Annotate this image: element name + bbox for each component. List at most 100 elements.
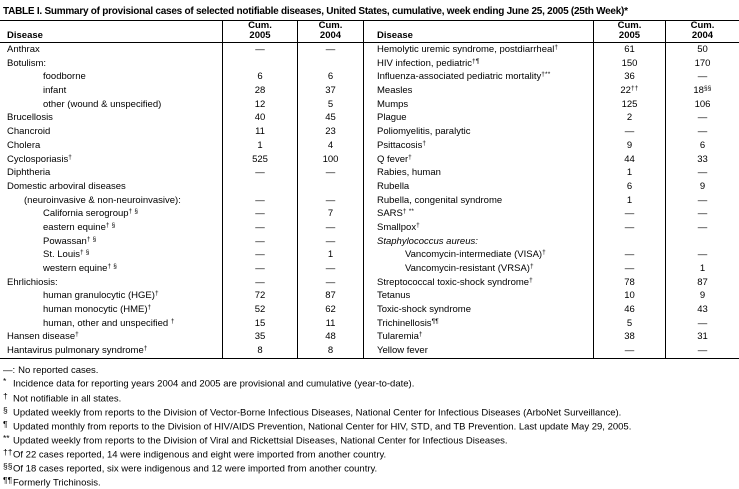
cum-2004-cell: 48 (297, 330, 363, 345)
value-label: — (697, 71, 708, 83)
table-row: Rabies, human 1 — (363, 166, 739, 180)
cum-2004-cell: 87 (665, 275, 739, 290)
table-row: Q fever† 44 33 (363, 152, 739, 167)
footnote-marker: ¶ (3, 418, 8, 429)
table-header-row: Disease Cum. 2005 Cum. 2004 Disease Cum.… (0, 21, 739, 43)
cum-2005-cell: 11 (222, 125, 297, 139)
table-row: Trichinellosis¶¶ 5 — (363, 316, 739, 331)
disease-cell: Poliomyelitis, paralytic (363, 125, 593, 139)
footnote-marker: † (529, 263, 534, 270)
disease-cell: California serogroup† § (0, 207, 222, 221)
value-label: 52 (254, 304, 266, 316)
disease-cell: foodborne (0, 70, 222, 84)
disease-cell: Hantavirus pulmonary syndrome† (0, 344, 222, 358)
value-label: — (325, 221, 336, 233)
disease-cell: Q fever† (363, 152, 593, 167)
value-label: — (697, 194, 708, 206)
disease-cell: Plague (363, 111, 593, 126)
value-label: 1 (626, 167, 633, 179)
table-row: Cyclosporiasis† 525 100 (0, 152, 363, 167)
footnote-marker: †¶ (472, 57, 480, 65)
cum-2004-cell: — (297, 193, 363, 208)
value-label: 2 (626, 112, 633, 124)
footnote-text: Formerly Trichinosis. (13, 477, 101, 489)
footnote-line: ¶ Updated monthly from reports to the Div… (3, 419, 739, 433)
disease-label: Trichinellosis¶¶ (377, 317, 439, 329)
disease-cell: Chancroid (0, 125, 222, 139)
year-label: 2004 (691, 30, 714, 41)
cum-2004-cell: 11 (297, 316, 363, 331)
disease-label: other (wound & unspecified) (43, 98, 162, 110)
cum-2005-cell: 150 (593, 56, 665, 71)
footnote-marker: † § (105, 221, 116, 229)
value-label: 100 (322, 153, 339, 165)
disease-label: Mumps (377, 98, 409, 110)
disease-label: Botulism: (7, 57, 47, 69)
cum-2004-cell (297, 179, 363, 194)
disease-cell: Trichinellosis¶¶ (363, 316, 593, 331)
footnote-line: † Not notifiable in all states. (3, 391, 739, 405)
footnote-marker: † § (107, 263, 118, 270)
cum-2005-cell: 1 (593, 166, 665, 180)
footnote-text: Of 18 cases reported, six were indigenou… (13, 463, 378, 475)
cum-2005-cell: 6 (222, 70, 297, 85)
value-label: 78 (624, 276, 635, 288)
value-label: — (255, 44, 265, 55)
value-label: — (697, 167, 708, 179)
footnote-marker: ¶¶ (3, 475, 13, 486)
value-label: — (325, 167, 336, 179)
cum-2005-cell: — (593, 220, 665, 235)
cum-2004-cell: — (665, 207, 739, 221)
cum-2005-cell: 8 (222, 344, 297, 358)
column-header-cum-2005-left: Cum. 2005 (222, 21, 297, 42)
footnote-marker: † (418, 331, 423, 339)
cum-2005-cell: 61 (593, 43, 665, 57)
disease-cell: Hemolytic uremic syndrome, postdiarrheal… (363, 43, 593, 57)
value-label: 72 (254, 290, 266, 302)
disease-label: (neuroinvasive & non-neuroinvasive): (24, 194, 181, 206)
value-label: 37 (325, 85, 336, 97)
cum-2004-cell: 62 (297, 303, 363, 317)
value-label: 125 (621, 98, 638, 110)
table-title: TABLE I. Summary of provisional cases of… (3, 6, 628, 17)
disease-label: Yellow fever (377, 345, 428, 357)
disease-cell: Powassan† § (0, 235, 222, 249)
footnote-marker: † (542, 249, 546, 257)
cum-2004-cell: 7 (297, 207, 363, 221)
cum-label: Cum. (690, 20, 715, 31)
disease-cell: Measles (363, 84, 593, 98)
cum-2004-cell: — (665, 220, 739, 235)
value-label: 9 (626, 139, 633, 151)
value-label: 35 (254, 331, 266, 343)
cum-2004-cell: — (297, 220, 363, 235)
value-footnote-marker: †† (630, 85, 639, 93)
table-row: Hemolytic uremic syndrome, postdiarrheal… (363, 43, 739, 57)
value-label: — (697, 317, 708, 329)
value-label: 8 (327, 345, 334, 357)
table-row: Mumps 125 106 (363, 97, 739, 112)
cum-2004-cell: 1 (297, 248, 363, 262)
value-label: — (697, 112, 708, 124)
value-label: — (697, 345, 708, 357)
disease-label: Cholera (7, 139, 41, 151)
disease-label: Vancomycin-resistant (VRSA)† (405, 263, 534, 274)
column-header-disease-left: Disease (7, 30, 43, 41)
value-label: 87 (697, 276, 708, 288)
value-label: 106 (694, 98, 711, 110)
value-label: 43 (697, 304, 708, 316)
disease-label: Chancroid (7, 126, 51, 138)
cum-2004-cell: 43 (665, 303, 739, 317)
table-row: Plague 2 — (363, 111, 739, 126)
cum-2005-cell: 9 (593, 138, 665, 153)
disease-cell: Tularemia† (363, 330, 593, 345)
table-row: Rubella 6 9 (363, 179, 739, 194)
disease-cell: Tetanus (363, 289, 593, 304)
table-row: California serogroup† § — 7 (0, 207, 363, 221)
value-label: — (255, 235, 265, 247)
value-label: 6 (626, 180, 633, 192)
cum-2004-cell: 6 (297, 70, 363, 85)
cum-2004-cell (665, 234, 739, 249)
year-label: 2005 (249, 30, 271, 41)
cum-2005-cell: — (222, 234, 297, 249)
footnote-marker: † (3, 390, 8, 401)
